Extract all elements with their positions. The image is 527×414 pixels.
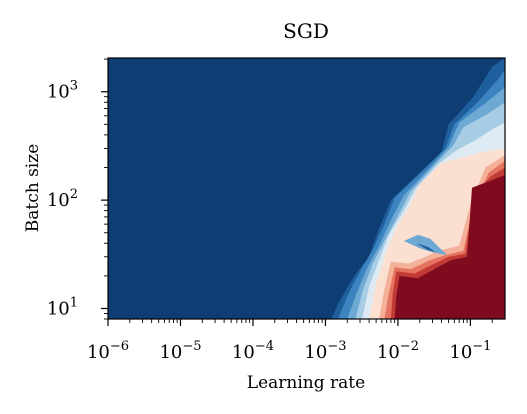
x-tick-label: 10−2 [377,339,419,363]
heatmap-region-11 [416,243,436,253]
y-tick-label: 101 [47,295,78,319]
heatmap-region-9 [394,175,505,319]
y-tick-label: 102 [47,187,78,211]
x-axis-label: Learning rate [247,373,365,393]
chart-title: SGD [283,19,329,43]
x-tick-label: 10−6 [87,339,129,363]
y-axis-label: Batch size [23,144,43,233]
heatmap-region-10 [403,234,448,256]
axes: 10−6 10−5 10−4 10−3 10−2 10−1 101 102 103 [47,58,493,363]
plot-area [108,58,505,319]
y-tick-label: 103 [47,79,78,103]
x-tick-label: 10−3 [304,339,346,363]
x-tick-label: 10−5 [159,339,201,363]
x-tick-label: 10−4 [232,339,274,363]
x-tick-label: 10−1 [449,339,491,363]
plot-frame [107,57,506,320]
